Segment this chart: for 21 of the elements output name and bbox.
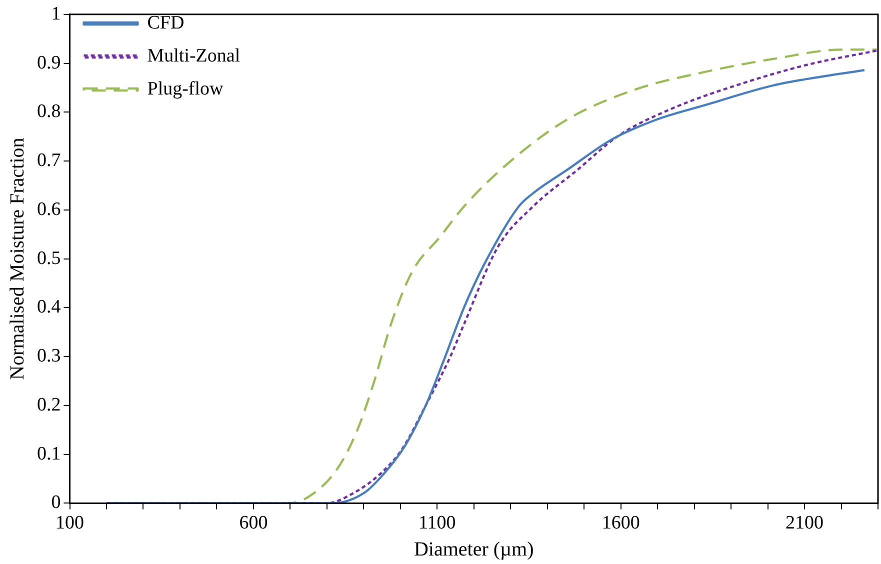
y-tick-label: 0.7	[37, 150, 61, 172]
x-tick-label: 2100	[786, 512, 824, 534]
x-axis-title: Diameter (µm)	[414, 538, 534, 560]
y-tick-label: 0.1	[37, 443, 61, 464]
y-tick-label: 0.6	[37, 198, 61, 220]
y-tick-label: 0.4	[37, 296, 62, 318]
legend-label: CFD	[147, 12, 184, 34]
y-tick-label: 0	[51, 492, 61, 514]
y-tick-label: 0.3	[37, 346, 61, 367]
legend-label: Plug-flow	[147, 78, 224, 100]
legend-label: Multi-Zonal	[147, 45, 240, 66]
y-axis-title: Normalised Moisture Fraction	[6, 138, 28, 380]
y-tick-label: 1	[51, 3, 61, 24]
x-tick-label: 100	[56, 512, 84, 534]
x-tick-label: 600	[239, 512, 268, 534]
y-tick-label: 0.2	[37, 394, 61, 416]
x-tick-label: 1600	[602, 512, 640, 534]
y-tick-label: 0.9	[37, 52, 61, 74]
x-tick-label: 1100	[418, 512, 456, 534]
y-tick-label: 0.8	[37, 101, 61, 122]
y-tick-label: 0.5	[37, 248, 61, 269]
